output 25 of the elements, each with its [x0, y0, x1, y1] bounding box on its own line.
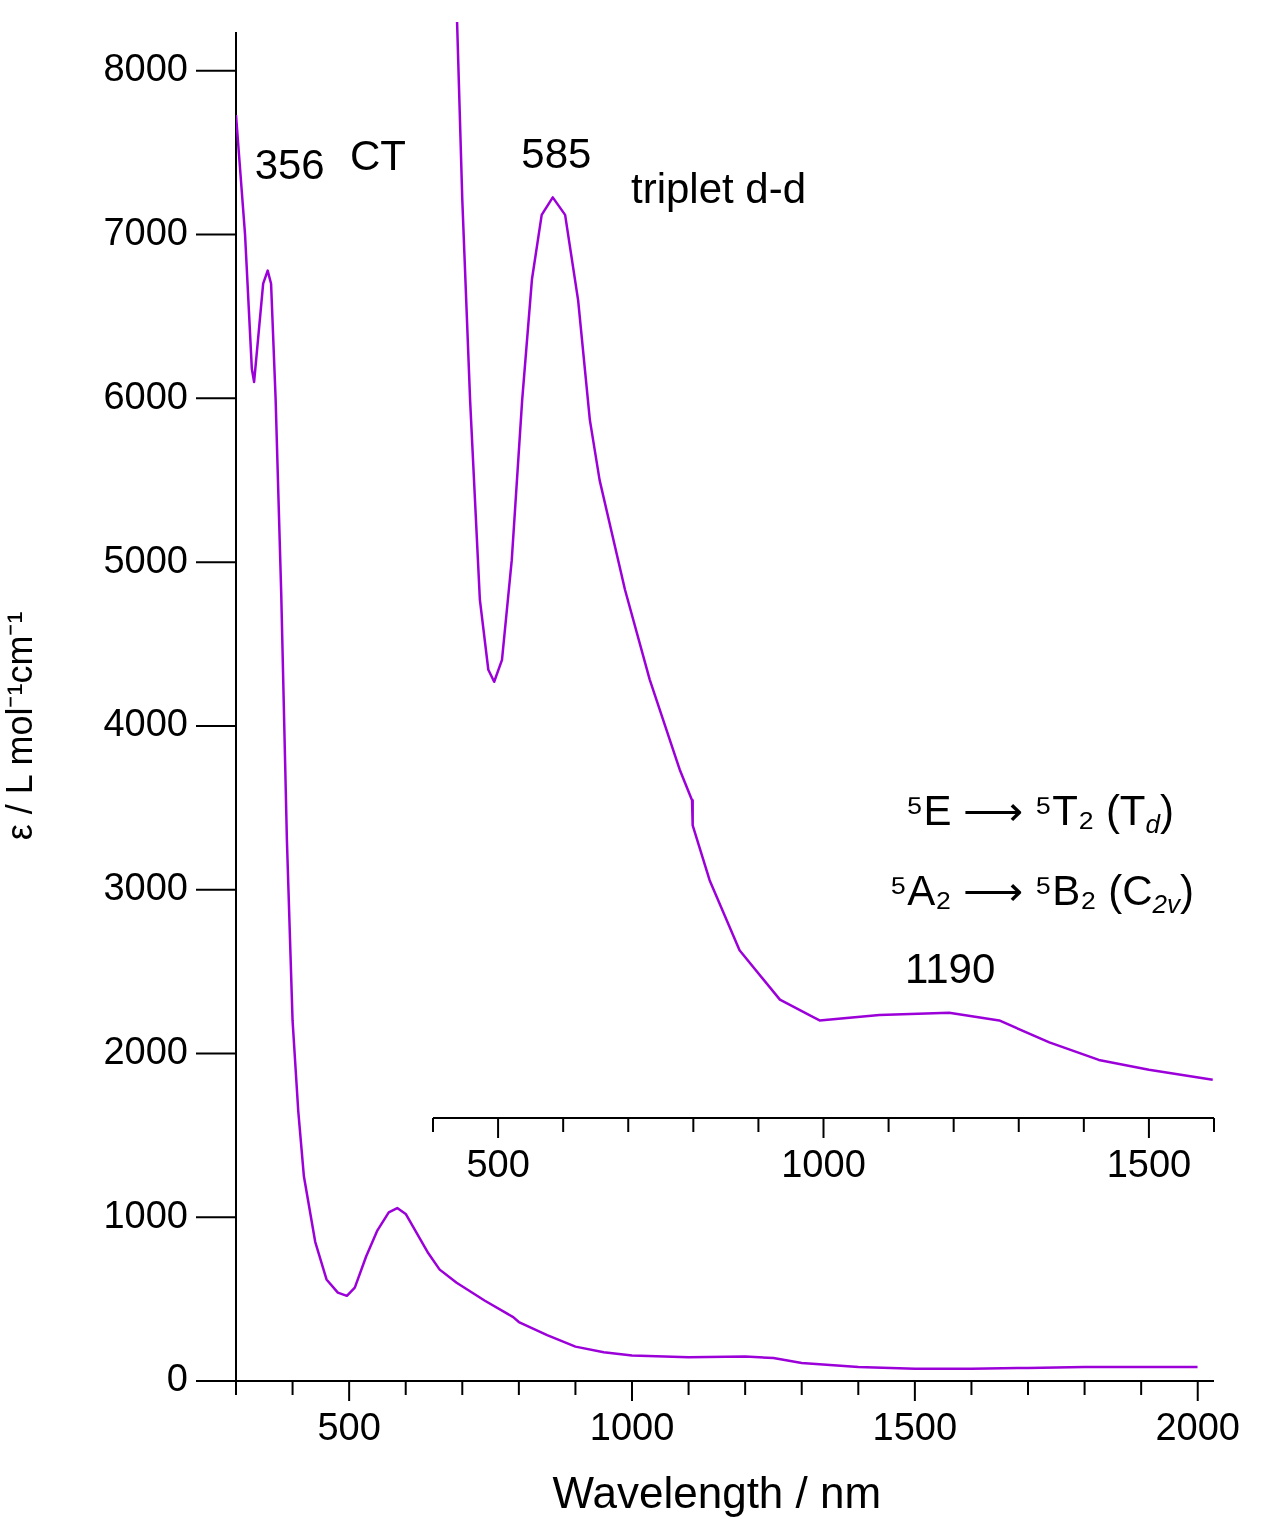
x-tick-label: 500: [317, 1406, 381, 1449]
x-tick-label: 2000: [1155, 1406, 1241, 1449]
y-tick-label: 1000: [103, 1193, 188, 1236]
x-tick-label: 1000: [781, 1143, 866, 1186]
x-tick-label: 1500: [872, 1406, 958, 1449]
y-tick-label: 7000: [103, 211, 188, 254]
annotation: triplet d-d: [631, 165, 807, 212]
y-tick-label: 4000: [103, 702, 188, 745]
x-tick-label: 1500: [1106, 1143, 1192, 1186]
y-tick-label: 5000: [103, 538, 188, 581]
y-axis-title: ε / L mol⁻¹cm⁻¹: [0, 611, 40, 841]
y-tick-label: 8000: [103, 47, 188, 90]
annotation: ⁵E ⟶ ⁵T₂ (T$_{d}$): [906, 787, 1174, 839]
annotation: 356: [254, 141, 325, 189]
y-tick-label: 3000: [103, 866, 188, 909]
y-tick-label: 2000: [103, 1029, 188, 1072]
annotation: 1190: [904, 945, 996, 993]
y-tick-label: 6000: [103, 374, 188, 417]
annotation: ⁵A₂ ⟶ ⁵B₂ (C$_{2v}$): [889, 867, 1194, 919]
x-tick-label: 500: [466, 1143, 530, 1186]
x-axis-title: Wavelength / nm: [552, 1467, 882, 1517]
annotation: 585: [521, 129, 592, 177]
y-tick-label: 0: [166, 1357, 188, 1400]
x-tick-label: 1000: [589, 1406, 675, 1449]
annotation: CT: [350, 132, 406, 179]
